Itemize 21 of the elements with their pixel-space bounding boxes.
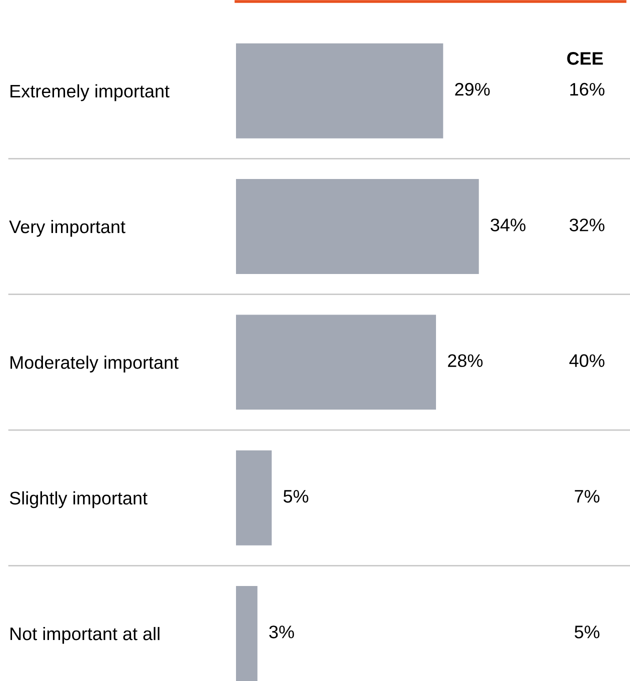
bar: [236, 450, 272, 546]
text: 32%: [570, 218, 604, 232]
text: 7%: [574, 490, 600, 503]
data-label: 34%: [490, 218, 526, 232]
text: 40%: [569, 354, 604, 368]
y-tick-label: Very important: [9, 220, 126, 237]
data-label: 3%: [269, 626, 294, 638]
bar: [236, 314, 436, 410]
data-label: 28%: [448, 354, 483, 368]
bar: [236, 179, 479, 274]
y-tick-label: Extremely important: [10, 84, 170, 102]
y-tick-label: Slightly important: [10, 491, 148, 508]
bar: [236, 43, 444, 138]
data-label: 5%: [284, 490, 308, 503]
text: CEE: [567, 52, 603, 65]
data-label: 29%: [455, 82, 490, 96]
y-tick-label: Moderately important: [10, 356, 179, 372]
bar: [236, 586, 258, 681]
text: 5%: [574, 626, 600, 638]
text: 16%: [570, 82, 604, 96]
y-tick-label: Not important at all: [10, 626, 160, 644]
